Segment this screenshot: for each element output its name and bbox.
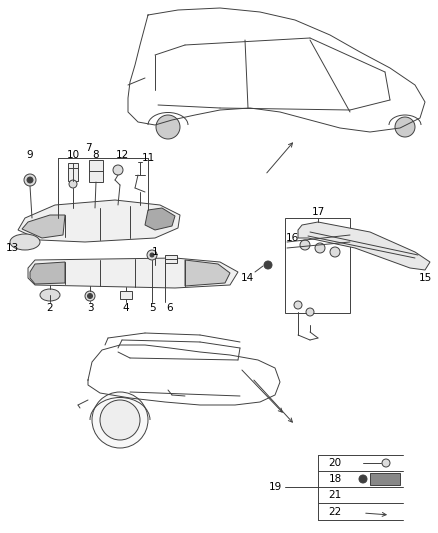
Circle shape bbox=[150, 253, 154, 257]
Circle shape bbox=[100, 400, 140, 440]
Circle shape bbox=[88, 294, 92, 298]
Text: 2: 2 bbox=[47, 303, 53, 313]
Circle shape bbox=[113, 165, 123, 175]
Polygon shape bbox=[30, 262, 65, 284]
Circle shape bbox=[24, 174, 36, 186]
Text: 18: 18 bbox=[328, 474, 342, 484]
Polygon shape bbox=[298, 222, 430, 270]
Polygon shape bbox=[145, 208, 175, 230]
Text: 8: 8 bbox=[93, 150, 99, 160]
Circle shape bbox=[264, 261, 272, 269]
Text: 4: 4 bbox=[123, 303, 129, 313]
Ellipse shape bbox=[10, 234, 40, 250]
Circle shape bbox=[315, 243, 325, 253]
Circle shape bbox=[294, 301, 302, 309]
Bar bbox=[68, 163, 78, 181]
Circle shape bbox=[359, 475, 367, 483]
Text: 16: 16 bbox=[286, 233, 299, 243]
Text: 11: 11 bbox=[141, 153, 155, 163]
Circle shape bbox=[306, 308, 314, 316]
Text: 21: 21 bbox=[328, 490, 342, 500]
Bar bbox=[120, 291, 132, 299]
Ellipse shape bbox=[40, 289, 60, 301]
Text: 9: 9 bbox=[27, 150, 33, 160]
Text: 5: 5 bbox=[148, 303, 155, 313]
Circle shape bbox=[330, 247, 340, 257]
Circle shape bbox=[69, 180, 77, 188]
Text: 19: 19 bbox=[268, 482, 282, 492]
Circle shape bbox=[382, 459, 390, 467]
Circle shape bbox=[156, 115, 180, 139]
Circle shape bbox=[395, 117, 415, 137]
Polygon shape bbox=[28, 258, 238, 288]
Bar bbox=[165, 255, 177, 263]
Circle shape bbox=[85, 291, 95, 301]
Text: 22: 22 bbox=[328, 507, 342, 517]
Polygon shape bbox=[22, 215, 65, 238]
Text: 17: 17 bbox=[311, 207, 325, 217]
Circle shape bbox=[300, 240, 310, 250]
Polygon shape bbox=[18, 200, 180, 242]
Bar bbox=[370, 473, 400, 485]
Text: 15: 15 bbox=[418, 273, 431, 283]
Text: 14: 14 bbox=[240, 273, 254, 283]
Bar bbox=[285, 218, 350, 313]
Polygon shape bbox=[185, 260, 230, 286]
Text: 20: 20 bbox=[328, 458, 342, 468]
Text: 12: 12 bbox=[115, 150, 129, 160]
Circle shape bbox=[27, 177, 33, 183]
Text: 7: 7 bbox=[85, 143, 91, 153]
Text: 1: 1 bbox=[152, 247, 158, 257]
Text: 10: 10 bbox=[67, 150, 80, 160]
Text: 6: 6 bbox=[167, 303, 173, 313]
Text: 13: 13 bbox=[5, 243, 19, 253]
Bar bbox=[89, 160, 103, 182]
Text: 3: 3 bbox=[87, 303, 93, 313]
Circle shape bbox=[92, 392, 148, 448]
Circle shape bbox=[147, 250, 157, 260]
